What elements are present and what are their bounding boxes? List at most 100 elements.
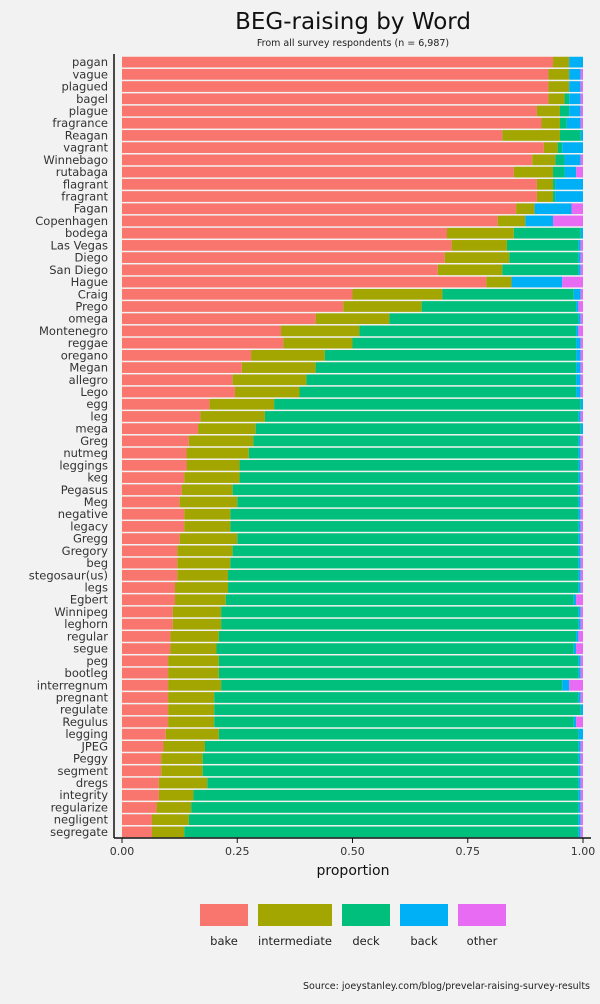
bar-segment-deck-san-diego [502,264,579,276]
bar-segment-other-bagel [580,93,583,105]
y-tick-label: keg [87,471,108,485]
bar-segment-bake-pagan [122,56,554,68]
bar-segment-intermediate-egg [209,398,275,410]
bar-segment-intermediate-pagan [553,56,570,68]
y-tick-label: bagel [76,92,108,106]
bar-segment-back-bootleg [578,667,581,679]
bar-segment-intermediate-peggy [161,753,203,764]
bar-segment-deck-allegro [306,374,577,386]
bar-segment-intermediate-negative [184,508,231,520]
bar-segment-deck-segue [216,643,574,654]
bar-segment-back-vagrant [562,142,583,153]
bar-segment-bake-meg [122,496,180,508]
y-tick-label: nutmeg [63,446,108,460]
bar-segment-deck-plague [559,105,570,117]
bar-segment-other-greg [580,435,583,447]
y-tick-label: mega [75,422,108,436]
bar-segment-other-prego [578,301,583,312]
bar-segment-back-craig [573,288,581,300]
bar-segment-intermediate-gregg [179,533,238,544]
y-tick-label: negligent [54,813,109,827]
bar-segment-back-jpeg [578,741,581,752]
bar-segment-intermediate-reagan [502,130,560,141]
y-axis-tick-labels: paganvagueplaguedbagelplaguefragranceRea… [29,55,109,839]
bar-segment-bake-lego [122,386,235,398]
bar-segment-back-flagrant [555,178,583,190]
bar-segment-bake-leg [122,411,201,422]
bar-segment-intermediate-winnebago [532,154,556,166]
bar-segment-other-copenhagen [553,215,583,227]
bar-segment-deck-omega [389,313,579,325]
y-tick-label: JPEG [80,739,108,753]
bar-segment-bake-las-vegas [122,240,452,251]
bar-segment-back-egg [580,398,583,410]
y-tick-label: omega [68,312,108,326]
y-tick-label: pagan [72,55,108,69]
bar-segment-intermediate-fagan [516,203,535,215]
x-axis-label: proportion [317,863,390,879]
bar-segment-deck-fragrant [553,191,556,202]
bar-segment-intermediate-segue [170,643,217,654]
bar-segment-intermediate-regular [170,631,219,642]
y-tick-label: flagrant [63,177,109,191]
bar-segment-intermediate-diego [444,252,510,263]
bar-segment-other-rutabaga [576,166,583,178]
bar-segment-other-peggy [580,753,583,764]
bar-segment-back-bagel [569,93,581,105]
bar-segment-deck-beg [230,557,579,569]
bar-segment-back-regularize [578,802,581,813]
bar-segment-back-mega [580,423,583,435]
bar-segment-intermediate-gregory [177,545,233,557]
bar-segment-bake-reagan [122,130,503,141]
bar-segment-deck-bootleg [218,667,579,679]
bar-segment-bake-omega [122,313,316,325]
bar-segment-other-san-diego [580,264,583,276]
y-tick-label: Prego [75,299,108,313]
bar-segment-intermediate-jpeg [163,741,205,752]
bar-segment-bake-egg [122,398,210,410]
bar-segment-back-winnipeg [578,606,581,618]
bar-segment-back-reagan [580,130,583,141]
chart-title: BEG-raising by Word [235,9,471,35]
bar-segment-back-copenhagen [525,215,554,227]
bar-segment-bake-segregate [122,826,152,838]
bar-segment-bake-prego [122,301,344,312]
bar-segment-bake-peg [122,655,169,667]
bar-segment-intermediate-fragrant [536,191,554,202]
y-tick-label: Fagan [74,202,108,216]
bar-segment-deck-craig [442,288,574,300]
bar-segment-back-vague [569,68,581,80]
bar-segment-back-oregano [576,350,581,361]
bar-segment-deck-legs [228,582,579,593]
bar-segment-back-meg [578,496,581,508]
bar-segment-bake-winnebago [122,154,533,166]
bar-segment-bake-leggings [122,459,187,471]
bar-segment-bake-san-diego [122,264,438,276]
bar-segment-other-regulus [576,716,583,728]
bar-segment-back-legacy [578,521,581,532]
y-tick-label: oregano [61,348,108,362]
bar-segment-intermediate-meg [179,496,238,508]
y-tick-label: Gregory [62,544,109,558]
y-tick-label: pregnant [56,690,109,704]
y-tick-label: regular [67,629,108,643]
y-tick-label: vague [72,67,108,81]
bar-segment-intermediate-vague [548,68,570,80]
bar-segment-other-plague [580,105,583,117]
bar-segment-bake-montenegro [122,325,282,337]
y-tick-label: rutabaga [56,165,108,179]
bar-segment-back-megan [576,362,581,373]
bar-segment-bake-vagrant [122,142,544,153]
y-tick-label: Diego [75,251,108,265]
y-tick-label: Las Vegas [51,238,109,252]
bar-segment-deck-legacy [230,521,579,532]
bar-segment-other-diego [580,252,583,263]
y-tick-label: leghorn [64,617,108,631]
bar-segment-bake-regulate [122,704,169,716]
bar-segment-deck-segment [202,765,579,777]
bar-segment-deck-leghorn [221,618,579,630]
bar-segment-intermediate-peg [168,655,219,667]
bar-segment-deck-diego [509,252,579,263]
bar-segment-deck-bagel [564,93,570,105]
bar-segment-bake-beg [122,557,178,569]
